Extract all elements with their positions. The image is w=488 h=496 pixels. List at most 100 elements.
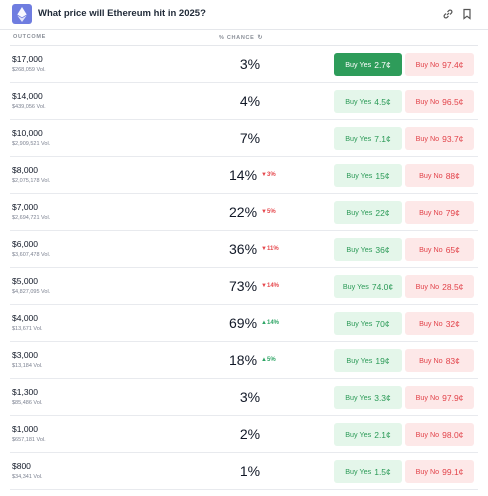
buy-no-price: 83¢ xyxy=(445,355,460,366)
buy-yes-label: Buy Yes xyxy=(346,319,373,328)
outcome-row[interactable]: $3,000 $13,184 Vol. 18% ▲5% Buy Yes 19¢ Buy No… xyxy=(10,342,478,379)
outcome-chance: 18% ▲5% xyxy=(190,352,310,368)
buy-yes-button[interactable]: Buy Yes 36¢ xyxy=(334,238,402,261)
buy-no-label: Buy No xyxy=(415,134,440,143)
buy-no-button[interactable]: Buy No 79¢ xyxy=(405,201,474,224)
outcome-price: $1,300 xyxy=(12,387,38,397)
market-header: What price will Ethereum hit in 2025? xyxy=(0,0,488,30)
buy-yes-label: Buy Yes xyxy=(345,60,372,69)
outcome-row[interactable]: $6,000 $3,607,478 Vol. 36% ▼11% Buy Yes 36¢ Bu… xyxy=(10,231,478,268)
outcome-row[interactable]: $4,000 $13,671 Vol. 69% ▲14% Buy Yes 70¢ Buy N… xyxy=(10,305,478,342)
buy-no-label: Buy No xyxy=(419,171,443,180)
refresh-icon[interactable]: ↻ xyxy=(257,35,264,41)
buy-yes-button[interactable]: Buy Yes 19¢ xyxy=(334,349,402,372)
buy-no-price: 97.4¢ xyxy=(442,59,464,70)
buy-no-label: Buy No xyxy=(419,319,443,328)
buy-yes-price: 1.5¢ xyxy=(374,466,391,477)
buy-no-button[interactable]: Buy No 88¢ xyxy=(405,164,474,187)
outcome-price: $5,000 xyxy=(12,276,38,286)
header-divider xyxy=(0,29,488,30)
buy-no-label: Buy No xyxy=(415,393,440,402)
buy-no-price: 96.5¢ xyxy=(442,96,464,107)
buy-yes-price: 2.1¢ xyxy=(374,429,391,440)
buy-yes-button[interactable]: Buy Yes 7.1¢ xyxy=(334,127,402,150)
outcome-row[interactable]: $10,000 $2,909,521 Vol. 7% Buy Yes 7.1¢ Buy N… xyxy=(10,120,478,157)
buy-yes-button[interactable]: Buy Yes 2.1¢ xyxy=(334,423,402,446)
bookmark-icon[interactable] xyxy=(461,8,473,20)
outcome-chance: 73% ▼14% xyxy=(190,278,310,294)
buy-no-label: Buy No xyxy=(415,60,440,69)
outcome-price: $10,000 xyxy=(12,128,43,138)
buy-no-price: 28.5¢ xyxy=(442,281,464,292)
buy-yes-button[interactable]: Buy Yes 70¢ xyxy=(334,312,402,335)
outcome-volume: $268,059 Vol. xyxy=(12,67,46,73)
buy-yes-price: 7.1¢ xyxy=(374,133,391,144)
chance-value: 1% xyxy=(239,463,261,479)
link-icon[interactable] xyxy=(442,8,454,20)
outcome-row[interactable]: $17,000 $268,059 Vol. 3% Buy Yes 2.7¢ Buy No 9… xyxy=(10,46,478,83)
triangle-down-icon: ▼ xyxy=(261,246,267,252)
outcome-volume: $657,181 Vol. xyxy=(12,437,46,443)
buy-yes-label: Buy Yes xyxy=(346,245,373,254)
outcome-row[interactable]: $8,000 $2,075,178 Vol. 14% ▼3% Buy Yes 15¢ Buy… xyxy=(10,157,478,194)
buy-no-price: 65¢ xyxy=(445,244,460,255)
buy-no-button[interactable]: Buy No 32¢ xyxy=(405,312,474,335)
buy-yes-button[interactable]: Buy Yes 3.3¢ xyxy=(334,386,402,409)
buy-yes-button[interactable]: Buy Yes 74.0¢ xyxy=(334,275,402,298)
buy-no-price: 98.0¢ xyxy=(442,429,464,440)
buy-yes-button[interactable]: Buy Yes 4.5¢ xyxy=(334,90,402,113)
buy-no-price: 32¢ xyxy=(445,318,460,329)
outcome-row[interactable]: $1,300 $85,486 Vol. 3% Buy Yes 3.3¢ Buy No 97.… xyxy=(10,379,478,416)
buy-yes-price: 22¢ xyxy=(375,207,390,218)
outcome-price: $14,000 xyxy=(12,91,43,101)
buy-yes-button[interactable]: Buy Yes 2.7¢ xyxy=(334,53,402,76)
buy-yes-button[interactable]: Buy Yes 15¢ xyxy=(334,164,402,187)
buy-yes-button[interactable]: Buy Yes 1.5¢ xyxy=(334,460,402,483)
buy-yes-button[interactable]: Buy Yes 22¢ xyxy=(334,201,402,224)
outcome-chance: 3% xyxy=(190,56,310,72)
outcome-volume: $13,671 Vol. xyxy=(12,326,43,332)
outcome-row[interactable]: $5,000 $4,827,095 Vol. 73% ▼14% Buy Yes 74.0¢… xyxy=(10,268,478,305)
triangle-down-icon: ▼ xyxy=(261,172,267,178)
outcome-chance: 14% ▼3% xyxy=(190,167,310,183)
buy-no-button[interactable]: Buy No 98.0¢ xyxy=(405,423,474,446)
outcome-volume: $13,184 Vol. xyxy=(12,363,43,369)
chance-delta: ▲5% xyxy=(261,357,276,363)
chance-value: 3% xyxy=(239,389,261,405)
outcome-volume: $85,486 Vol. xyxy=(12,400,43,406)
buy-yes-price: 74.0¢ xyxy=(371,281,394,292)
outcome-chance: 1% xyxy=(190,463,310,479)
chance-delta: ▲14% xyxy=(261,320,279,326)
outcome-row[interactable]: $14,000 $439,056 Vol. 4% Buy Yes 4.5¢ Buy No 9… xyxy=(10,83,478,120)
outcome-row[interactable]: $1,000 $657,181 Vol. 2% Buy Yes 2.1¢ Buy No 98… xyxy=(10,416,478,453)
outcome-row[interactable]: $7,000 $2,694,721 Vol. 22% ▼5% Buy Yes 22¢ Buy… xyxy=(10,194,478,231)
buy-yes-label: Buy Yes xyxy=(346,171,373,180)
buy-no-button[interactable]: Buy No 83¢ xyxy=(405,349,474,372)
chance-value: 22% xyxy=(229,204,258,220)
buy-no-button[interactable]: Buy No 96.5¢ xyxy=(405,90,474,113)
buy-no-button[interactable]: Buy No 97.4¢ xyxy=(405,53,474,76)
buy-no-button[interactable]: Buy No 28.5¢ xyxy=(405,275,474,298)
outcome-chance: 22% ▼5% xyxy=(190,204,310,220)
chance-value: 7% xyxy=(239,130,261,146)
outcome-volume: $439,056 Vol. xyxy=(12,104,46,110)
outcome-row[interactable]: $800 $34,341 Vol. 1% Buy Yes 1.5¢ Buy No 99.1¢ xyxy=(10,453,478,490)
buy-no-price: 88¢ xyxy=(445,170,460,181)
chance-delta: ▼5% xyxy=(261,209,276,215)
outcome-volume: $34,341 Vol. xyxy=(12,474,43,480)
buy-no-button[interactable]: Buy No 99.1¢ xyxy=(405,460,474,483)
buy-no-label: Buy No xyxy=(419,245,443,254)
buy-yes-label: Buy Yes xyxy=(345,97,372,106)
buy-no-button[interactable]: Buy No 93.7¢ xyxy=(405,127,474,150)
buy-no-button[interactable]: Buy No 65¢ xyxy=(405,238,474,261)
buy-no-button[interactable]: Buy No 97.9¢ xyxy=(405,386,474,409)
chance-value: 3% xyxy=(239,56,261,72)
buy-no-price: 97.9¢ xyxy=(442,392,464,403)
buy-yes-price: 4.5¢ xyxy=(374,96,391,107)
list-divider xyxy=(10,45,478,46)
buy-yes-label: Buy Yes xyxy=(346,356,373,365)
buy-yes-label: Buy Yes xyxy=(345,134,372,143)
triangle-up-icon: ▲ xyxy=(261,357,267,363)
triangle-down-icon: ▼ xyxy=(261,283,267,289)
buy-yes-price: 3.3¢ xyxy=(374,392,391,403)
